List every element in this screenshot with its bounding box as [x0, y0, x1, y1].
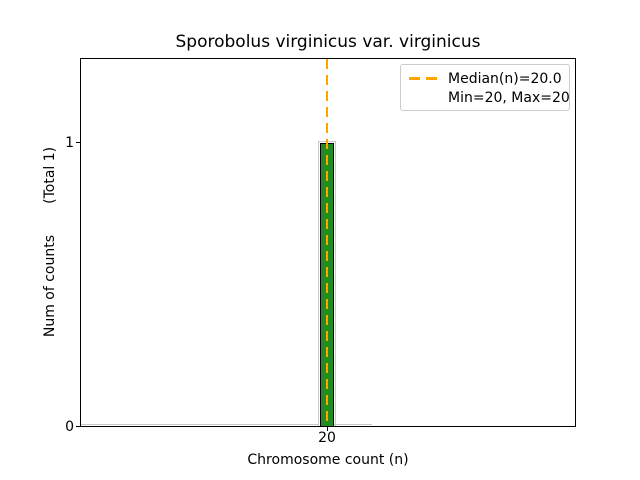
median-dashed-line	[326, 59, 328, 426]
zero-bin-baseline-right	[334, 424, 372, 425]
legend-label-minmax: Min=20, Max=20	[448, 89, 570, 106]
legend-row-minmax: Min=20, Max=20	[409, 88, 570, 107]
x-tick-mark-20	[327, 427, 328, 431]
median-line-legend-handle	[409, 77, 438, 80]
x-tick-label-20: 20	[318, 430, 336, 446]
y-tick-mark-1	[76, 142, 80, 143]
legend-label-median: Median(n)=20.0	[448, 70, 562, 87]
y-axis-label-text: Num of counts (Total 1)	[42, 146, 58, 338]
y-tick-mark-0	[76, 426, 80, 427]
zero-bin-baseline-left	[81, 424, 319, 425]
y-tick-label-1: 1	[65, 135, 74, 151]
plot-area	[80, 58, 576, 427]
y-tick-label-0: 0	[65, 419, 74, 435]
x-axis-label: Chromosome count (n)	[247, 452, 409, 468]
chart-title: Sporobolus virginicus var. virginicus	[175, 32, 481, 52]
legend-box: Median(n)=20.0 Min=20, Max=20	[400, 64, 570, 111]
legend-row-median: Median(n)=20.0	[409, 69, 562, 88]
legend-handle-spacer	[409, 96, 438, 99]
